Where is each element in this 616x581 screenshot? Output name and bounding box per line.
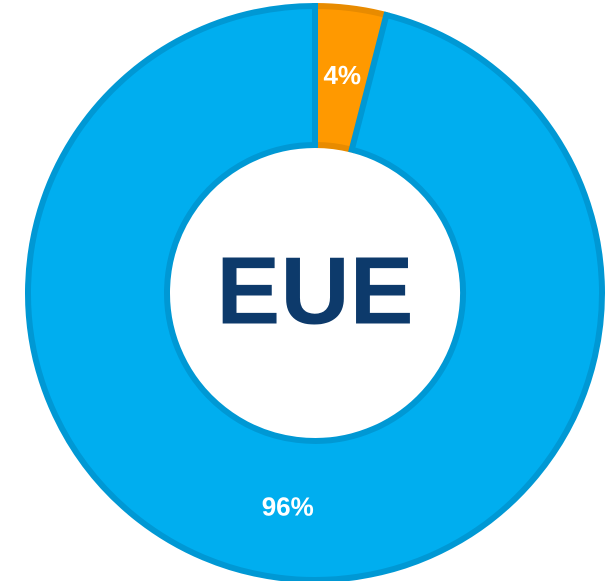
- slice: [25, 2, 605, 581]
- value-label: 4%: [323, 60, 361, 90]
- value-label: 96%: [262, 492, 314, 522]
- center-label: EUE: [216, 237, 413, 344]
